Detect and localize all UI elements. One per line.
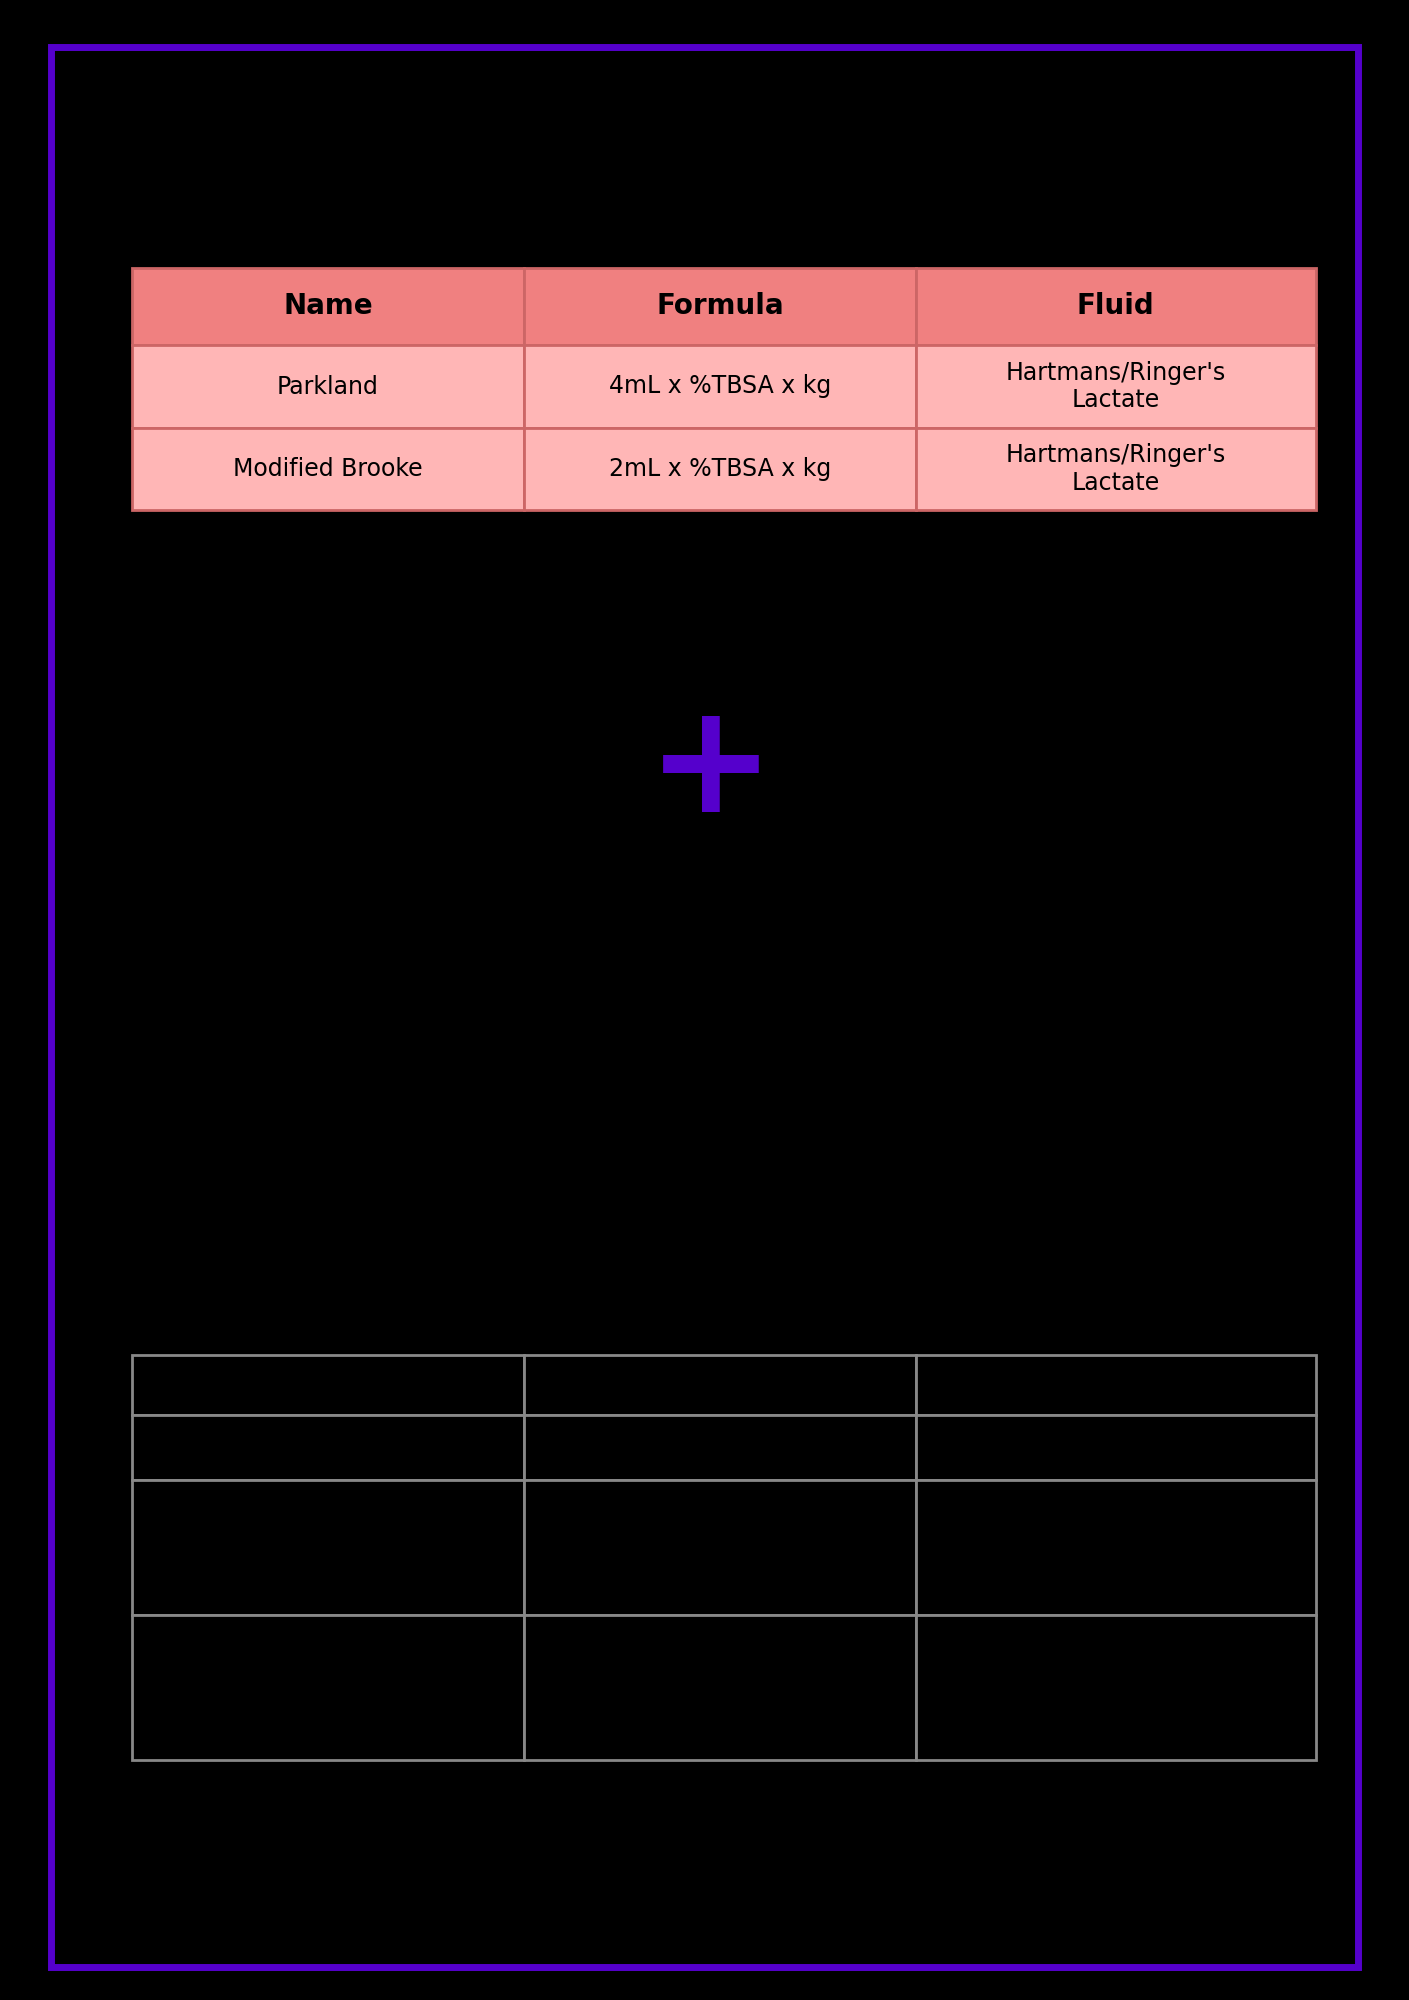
Bar [524,1480,916,1616]
Text: Hartmans/Ringer's
Lactate: Hartmans/Ringer's Lactate [1006,444,1226,494]
Bar [916,1356,1316,1416]
Text: Hartmans/Ringer's
Lactate: Hartmans/Ringer's Lactate [1006,360,1226,412]
Bar [132,428,524,510]
Bar [132,268,524,344]
Bar [524,268,916,344]
Text: 2mL x %TBSA x kg: 2mL x %TBSA x kg [609,458,831,480]
Bar [916,1480,1316,1616]
Text: Name: Name [283,292,373,320]
Bar [524,344,916,428]
Text: 🧑‍⚕️: 🧑‍⚕️ [669,176,752,244]
Bar [524,1356,916,1416]
Text: Parkland: Parkland [278,374,379,398]
Bar [524,428,916,510]
Bar [916,1616,1316,1760]
Bar [916,344,1316,428]
Bar [916,268,1316,344]
Bar [524,1616,916,1760]
Bar [132,1356,524,1416]
Text: Fluid: Fluid [1076,292,1155,320]
Bar [132,1616,524,1760]
Text: Formula: Formula [657,292,783,320]
Bar [916,1416,1316,1480]
Bar [132,344,524,428]
Text: Modified Brooke: Modified Brooke [232,458,423,480]
Bar [916,428,1316,510]
Bar [524,1416,916,1480]
Text: 4mL x %TBSA x kg: 4mL x %TBSA x kg [609,374,831,398]
Bar [132,1416,524,1480]
Bar [132,1480,524,1616]
Text: +: + [647,696,775,844]
